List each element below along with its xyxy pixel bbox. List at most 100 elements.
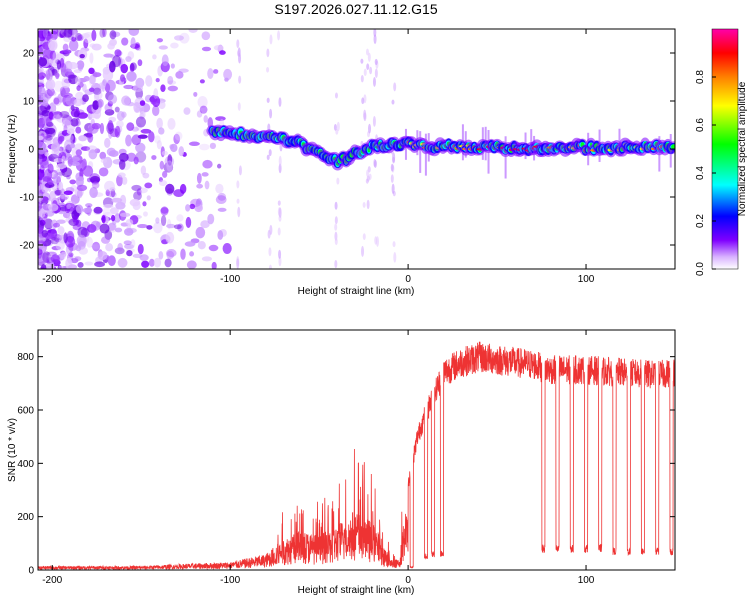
spectrogram-noise-blob [56,219,66,224]
spectrogram-noise-blob [105,189,110,197]
spectrogram-noise-blob [165,183,175,194]
spectrogram-noise-blob [145,75,153,87]
spectrogram-noise-blob [75,245,82,252]
spectrogram-noise-blob [108,39,117,47]
spectrogram-noise-blob [117,257,128,268]
spectrogram-noise-blob [362,233,366,240]
spectrogram-noise-blob [155,217,160,224]
spectrogram-noise-blob [390,163,394,172]
spectrogram-noise-blob [179,32,190,44]
spectrogram-noise-blob [197,96,208,108]
spectrogram-noise-blob [188,29,198,33]
spectrogram-noise-blob [51,29,59,35]
spectrogram-noise-blob [125,56,132,62]
spectrogram-noise-blob [219,50,226,55]
spectrogram-noise-blob [70,161,80,167]
spectrogram-noise-blob [102,69,114,82]
spectrogram-noise-blob [90,175,101,184]
spectrogram-noise-blob [39,208,46,219]
spectrogram-noise-blob [75,91,85,101]
spectrogram-noise-blob [57,226,65,235]
spectrogram-noise-blob [54,80,64,92]
spectrogram-noise-blob [39,159,49,169]
spectrogram-noise-blob [179,183,187,194]
spectrogram-noise-blob [362,202,366,208]
spectrogram-noise-blob [56,29,67,38]
spectrogram-noise-blob [158,45,168,50]
spectrogram-noise-blob [158,127,165,135]
spectrogram-noise-blob [59,110,70,119]
spectrogram-noise-blob [133,191,142,201]
spectrogram-noise-blob [201,172,209,177]
spectrogram-noise-blob [88,67,95,75]
spectrogram-x-tick-label: -200 [42,274,62,285]
spectrogram-noise-blob [366,63,370,70]
spectrogram-noise-blob [217,207,227,212]
spectrogram-noise-blob [99,223,110,234]
spectrogram-ridge-blob [671,144,675,150]
spectrogram-noise-blob [266,66,270,73]
spectrogram-noise-blob [392,152,396,163]
spectrogram-noise-blob [58,265,64,269]
spectrogram-noise-blob [110,214,116,222]
spectrogram-noise-blob [128,29,140,36]
spectrogram-y-tick-label: 10 [23,97,35,108]
spectrogram-noise-blob [153,257,162,268]
spectrogram-noise-blob [44,182,55,188]
spectrogram-noise-blob [334,92,338,99]
spectrogram-noise-blob [185,216,192,229]
spectrogram-noise-blob [196,172,202,184]
spectrogram-noise-blob [195,226,206,239]
spectrogram-noise-blob [117,242,123,252]
spectrogram-noise-blob [38,252,45,262]
spectrogram-noise-blob [373,34,377,45]
spectrogram-noise-blob [140,128,152,134]
spectrogram-y-label: Frequency (Hz) [7,115,18,184]
spectrogram-noise-blob [81,33,90,39]
spectrogram-noise-blob [166,223,176,229]
spectrogram-noise-blob [60,251,67,257]
spectrogram-noise-blob [88,149,98,160]
spectrogram-noise-blob [62,211,71,219]
spectrogram-noise-blob [123,240,132,246]
spectrogram-noise-blob [278,97,282,107]
spectrogram-noise-blob [266,154,270,160]
spectrogram-noise-blob [199,79,205,84]
colorbar: 0.0 0.2 0.4 0.6 0.8 Normalized spectral ampl… [695,28,748,276]
spectrogram-noise-blob [137,134,148,139]
spectrogram-noise-blob [97,251,108,261]
spectrogram-noise-blob [38,57,48,67]
snr-x-tick-label: 0 [405,575,411,586]
colorbar-label: Normalized spectral amplitude [737,81,748,216]
spectrogram-noise-blob [167,118,176,130]
spectrogram-noise-blob [44,89,53,99]
spectrogram-noise-blob [73,110,80,118]
spectrogram-noise-blob [51,91,57,96]
spectrogram-noise-blob [188,141,200,147]
spectrogram-noise-blob [67,61,79,70]
spectrogram-noise-blob [99,122,105,135]
spectrogram-noise-blob [100,158,108,164]
spectrogram-noise-blob [160,215,167,227]
spectrogram-noise-blob [67,155,73,167]
spectrogram-noise-blob [277,227,281,236]
spectrogram-noise-blob [126,250,133,257]
spectrogram-noise-blob [267,123,271,132]
spectrogram-noise-blob [63,124,68,134]
spectrogram-noise-blob [268,149,272,157]
spectrogram-noise-blob [238,165,242,176]
spectrogram-noise-blob [183,107,191,115]
spectrogram-noise-blob [170,42,179,49]
spectrogram-noise-blob [165,231,175,244]
spectrogram-noise-blob [132,253,143,259]
spectrogram-noise-blob [78,135,87,142]
spectrogram-noise-blob [114,247,125,255]
spectrogram-noise-blob [268,247,272,257]
spectrogram-noise-blob [44,151,49,157]
spectrogram-noise-blob [80,146,91,151]
spectrogram-noise-blob [112,55,122,68]
spectrogram-noise-blob [75,204,84,214]
spectrogram-noise-blob [52,111,63,119]
spectrogram-noise-blob [70,258,79,264]
